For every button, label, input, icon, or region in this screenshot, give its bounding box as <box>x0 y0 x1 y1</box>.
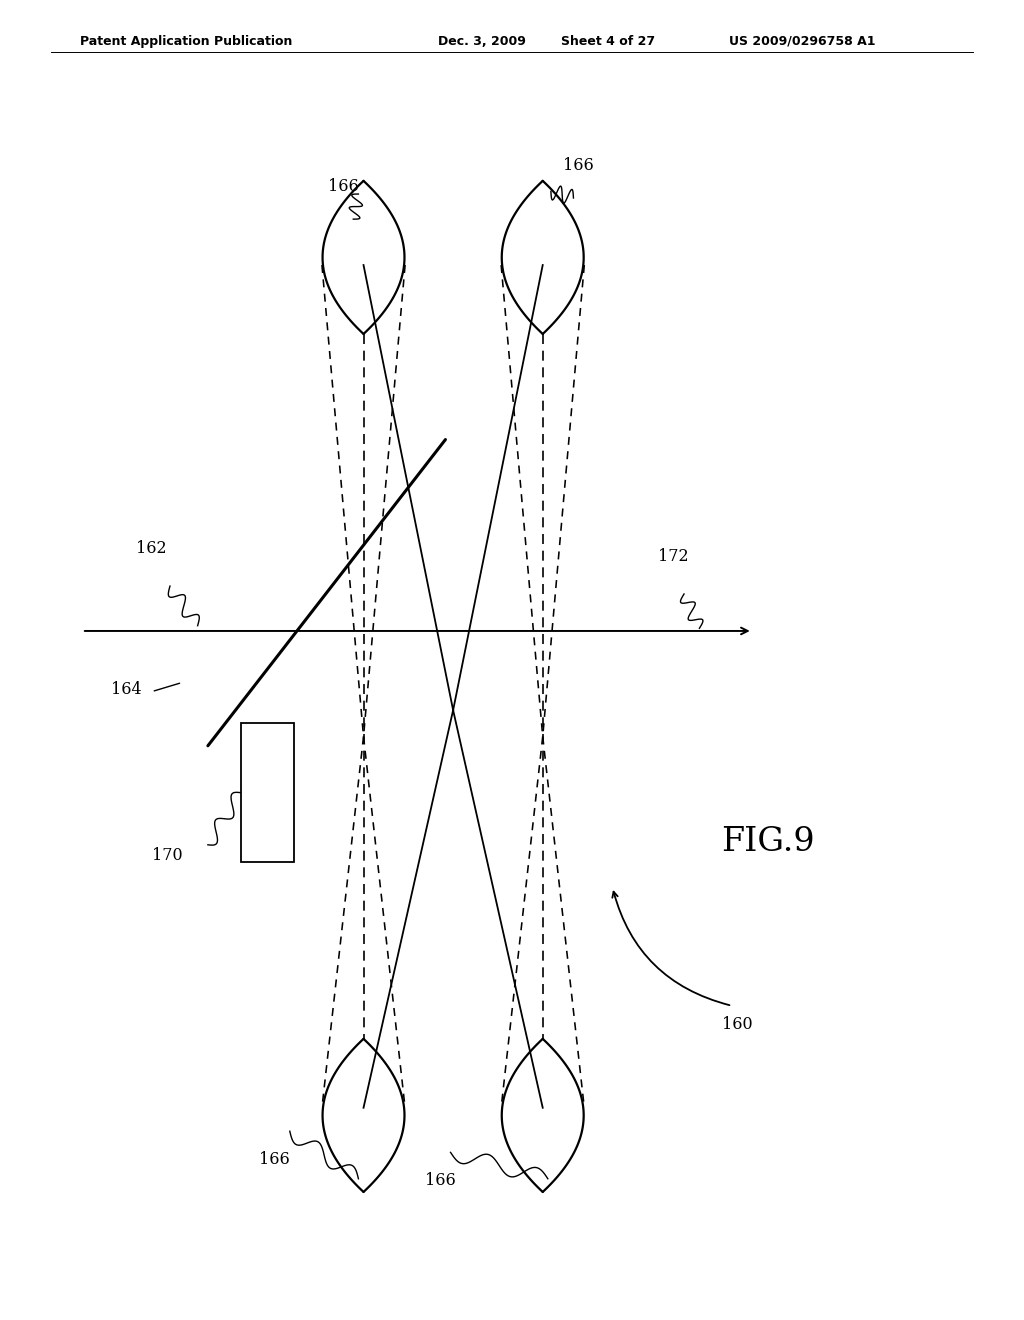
Text: Sheet 4 of 27: Sheet 4 of 27 <box>561 34 655 48</box>
Bar <box>241 723 294 862</box>
Text: 172: 172 <box>658 548 689 565</box>
Text: 166: 166 <box>259 1151 290 1168</box>
Text: 170: 170 <box>152 847 182 863</box>
Text: US 2009/0296758 A1: US 2009/0296758 A1 <box>729 34 876 48</box>
Text: 162: 162 <box>136 540 167 557</box>
Text: 166: 166 <box>425 1172 456 1189</box>
Text: 166: 166 <box>328 178 358 195</box>
Text: 160: 160 <box>722 1016 753 1034</box>
Text: FIG.9: FIG.9 <box>721 826 815 858</box>
Text: 164: 164 <box>111 681 141 697</box>
Text: Patent Application Publication: Patent Application Publication <box>80 34 292 48</box>
Text: Dec. 3, 2009: Dec. 3, 2009 <box>438 34 526 48</box>
Text: 166: 166 <box>563 157 594 174</box>
